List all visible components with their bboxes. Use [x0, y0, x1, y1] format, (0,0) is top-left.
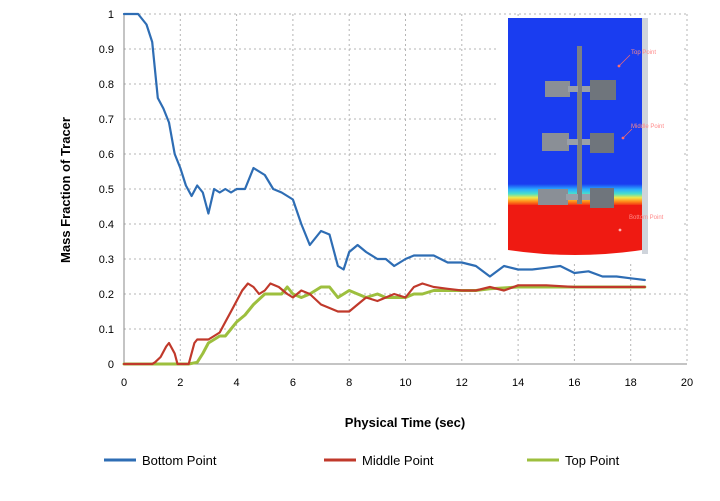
legend-label: Top Point	[565, 453, 620, 468]
top-point-leader	[618, 54, 631, 67]
y-tick-label: 0	[108, 359, 114, 371]
y-tick-label: 0.6	[99, 149, 114, 161]
legend-label: Bottom Point	[142, 453, 217, 468]
series-line-bottom-point	[122, 12, 646, 282]
top-point-label: Top Point	[631, 50, 656, 56]
x-tick-label: 8	[346, 377, 352, 389]
y-tick-label: 0.2	[99, 289, 114, 301]
tank-upper-fluid	[508, 18, 642, 188]
impeller-shaft	[577, 46, 582, 204]
bottom-point-marker	[618, 228, 622, 232]
tank-lower-fluid	[508, 205, 642, 255]
x-tick-label: 10	[399, 377, 411, 389]
series-line-middle-point	[122, 282, 646, 366]
y-tick-label: 0.5	[99, 184, 114, 196]
y-axis-title: Mass Fraction of Tracer	[58, 117, 73, 263]
impeller-bottom	[538, 188, 614, 208]
bottom-point-label: Bottom Point	[629, 215, 664, 221]
x-tick-label: 16	[568, 377, 580, 389]
x-tick-label: 12	[456, 377, 468, 389]
x-tick-label: 0	[121, 377, 127, 389]
x-tick-label: 6	[290, 377, 296, 389]
y-tick-label: 0.9	[99, 44, 114, 56]
y-tick-label: 1	[108, 9, 114, 21]
y-tick-label: 0.8	[99, 79, 114, 91]
y-tick-labels: 0 0.1 0.2 0.3 0.4 0.5 0.6 0.7 0.8 0.9 1	[99, 9, 114, 371]
x-tick-labels: 0 2 4 6 8 10 12 14 16 18 20	[121, 377, 693, 389]
middle-point-label: Middle Point	[631, 124, 664, 130]
series-lines	[122, 12, 647, 366]
tank-bottom-curve	[508, 250, 642, 262]
x-tick-label: 14	[512, 377, 524, 389]
legend-label: Middle Point	[362, 453, 434, 468]
x-tick-label: 4	[234, 377, 240, 389]
axes	[123, 14, 687, 365]
tank-simulation-inset: Top Point Middle Point Bottom Point	[497, 18, 683, 262]
y-tick-label: 0.7	[99, 114, 114, 126]
y-tick-label: 0.3	[99, 254, 114, 266]
y-tick-label: 0.4	[99, 219, 114, 231]
y-tick-label: 0.1	[99, 324, 114, 336]
x-tick-label: 18	[625, 377, 637, 389]
legend: Bottom Point Middle Point Top Point	[104, 453, 620, 468]
x-tick-label: 20	[681, 377, 693, 389]
impeller-middle	[542, 133, 614, 153]
x-axis-title: Physical Time (sec)	[345, 415, 465, 430]
impeller-top	[545, 80, 616, 100]
middle-point-leader	[622, 128, 633, 139]
x-tick-label: 2	[177, 377, 183, 389]
tank-shadow-edge	[642, 18, 648, 254]
